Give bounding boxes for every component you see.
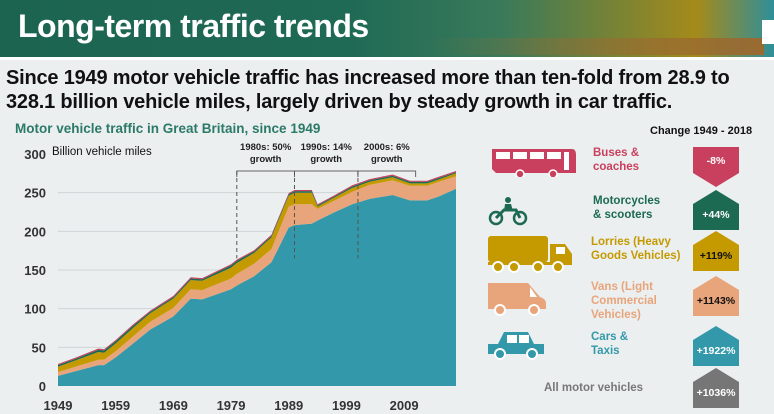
category-label: Motorcycles & scooters [593, 194, 660, 222]
area-cars-taxis [58, 188, 456, 386]
annotation-label: 1980s: 50% [240, 142, 292, 153]
x-tick-label: 2009 [390, 398, 419, 413]
category-label-line: Buses & [593, 147, 640, 159]
category-label-line: Vehicles) [591, 309, 641, 321]
van-icon [488, 281, 553, 322]
annotation-label: growth [371, 154, 403, 165]
category-label: All motor vehicles [544, 381, 643, 395]
page-title: Long-term traffic trends [18, 8, 369, 44]
change-value: +1922% [696, 345, 736, 357]
annotation-label: 2000s: 6% [364, 142, 411, 153]
lorry-icon [488, 234, 576, 279]
y-tick-label: 200 [24, 224, 46, 239]
annotation-bracket [293, 170, 359, 177]
change-value: -8% [706, 155, 726, 167]
category-label-line: & scooters [593, 209, 653, 221]
x-tick-label: 1949 [44, 398, 73, 413]
header-banner [0, 0, 774, 57]
x-tick-label: 1959 [101, 398, 130, 413]
category-label-line: Commercial [591, 295, 657, 307]
y-tick-label: 300 [24, 147, 46, 162]
category-label-line: Lorries (Heavy [591, 236, 671, 248]
category-label-line: Goods Vehicles) [591, 250, 681, 262]
annotation-bracket [236, 170, 295, 177]
bus-icon [490, 147, 580, 182]
x-tick-label: 1989 [274, 398, 303, 413]
divider [0, 57, 774, 60]
category-label: Cars & Taxis [591, 330, 628, 358]
subtitle-line-2: 328.1 billion vehicle miles, largely dri… [6, 91, 673, 113]
x-tick-label: 1969 [159, 398, 188, 413]
y-tick-label: 0 [39, 379, 46, 394]
annotation-label: 1990s: 14% [301, 142, 353, 153]
change-value: +44% [702, 209, 730, 221]
y-tick-label: 150 [24, 263, 46, 278]
motorcycle-icon [488, 196, 528, 231]
chart-title: Motor vehicle traffic in Great Britain, … [15, 121, 321, 136]
y-tick-label: 50 [32, 340, 46, 355]
category-label-line: coaches [593, 161, 640, 173]
category-label-line: Motorcycles [593, 195, 661, 207]
category-label-line: Cars & [591, 331, 629, 343]
x-tick-label: 1979 [217, 398, 246, 413]
change-title: Change 1949 - 2018 [650, 125, 753, 137]
change-value: +1143% [696, 295, 736, 307]
category-label: Vans (Light Commercial Vehicles) [591, 280, 657, 322]
category-label-line: Taxis [591, 345, 620, 357]
category-label-line: All motor vehicles [544, 382, 644, 394]
subtitle: Since 1949 motor vehicle traffic has inc… [6, 66, 730, 114]
annotation-label: growth [250, 154, 282, 165]
change-value: +1036% [696, 387, 736, 399]
change-value: +119% [699, 250, 733, 262]
y-axis-label: Billion vehicle miles [52, 146, 152, 158]
x-tick-label: 1999 [332, 398, 361, 413]
y-tick-label: 100 [24, 302, 46, 317]
category-label: Buses & coaches [593, 146, 639, 174]
category-label: Lorries (Heavy Goods Vehicles) [591, 235, 680, 263]
car-icon [488, 330, 548, 365]
traffic-area-chart: 0 50 100 150 200 250 300 1949 1959 1969 1979 1989 19… [24, 142, 456, 413]
subtitle-line-1: Since 1949 motor vehicle traffic has inc… [6, 67, 730, 89]
y-tick-label: 250 [24, 186, 46, 201]
category-label-line: Vans (Light [591, 281, 653, 293]
area-vans [58, 176, 456, 376]
annotation-label: growth [310, 154, 342, 165]
